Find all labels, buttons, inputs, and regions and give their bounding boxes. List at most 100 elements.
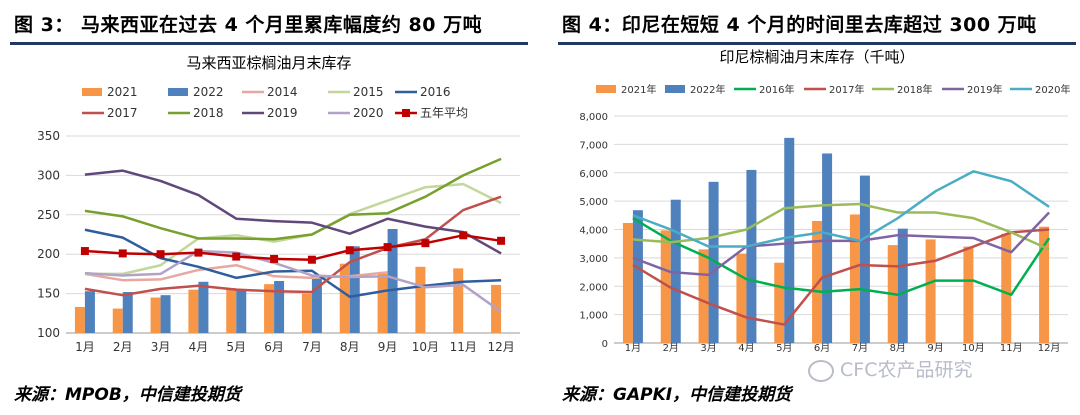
y-tick-label: 350 xyxy=(37,129,60,143)
line-2016年 xyxy=(632,217,1051,297)
legend-swatch-2022年 xyxy=(665,85,685,93)
x-tick-label: 4月 xyxy=(189,340,209,354)
x-tick-label: 9月 xyxy=(927,342,943,354)
x-tick-label: 7月 xyxy=(302,340,322,354)
x-tick-label: 8月 xyxy=(890,342,906,354)
x-tick-label: 10月 xyxy=(962,342,985,354)
left-source: 来源：MPOB，中信建投期货 xyxy=(14,385,241,405)
bar-2022年 xyxy=(859,175,870,343)
bar-2021 xyxy=(150,297,161,333)
line-五年平均 xyxy=(84,234,502,261)
line-2017年 xyxy=(632,228,1050,326)
marker-五年平均 xyxy=(307,255,316,264)
y-tick-label: 7,000 xyxy=(579,140,608,151)
chart-title: 印尼棕榈油月末库存（千吨） xyxy=(719,48,914,66)
bar-2021年 xyxy=(1039,226,1050,343)
y-tick-label: 250 xyxy=(37,208,60,222)
legend-label: 2019年 xyxy=(967,83,1002,96)
legend-swatch-2022 xyxy=(168,88,188,96)
x-tick-label: 7月 xyxy=(852,342,868,354)
bar-2022年 xyxy=(708,181,719,343)
legend-label: 2017 xyxy=(107,106,138,120)
legend-swatch-2021年 xyxy=(596,85,616,93)
bar-2021 xyxy=(112,308,123,333)
y-tick-label: 200 xyxy=(37,247,60,261)
legend-label: 2020 xyxy=(353,106,384,120)
y-tick-label: 2,000 xyxy=(579,282,608,293)
line-2020 xyxy=(84,249,502,313)
bar-2021年 xyxy=(849,214,860,343)
line-2019年 xyxy=(632,211,1050,277)
y-tick-label: 4,000 xyxy=(579,226,608,237)
legend-label: 2016年 xyxy=(759,83,794,96)
y-tick-label: 8,000 xyxy=(579,112,608,123)
bar-2021年 xyxy=(698,249,709,343)
left-figure-title: 图 3： 马来西亚在过去 4 个月里累库幅度约 80 万吨 xyxy=(14,14,483,36)
bar-2021年 xyxy=(736,253,747,343)
line-2019 xyxy=(84,169,502,255)
legend-label: 2016 xyxy=(420,85,451,99)
marker-五年平均 xyxy=(80,247,89,256)
legend-label: 2019 xyxy=(267,106,298,120)
bar-2021年 xyxy=(963,246,974,343)
marker-五年平均 xyxy=(421,239,430,248)
bar-2022年 xyxy=(632,210,643,343)
watermark-text: CFC农产品研究 xyxy=(840,359,973,381)
bar-2021 xyxy=(415,266,426,333)
bar-2022 xyxy=(198,281,209,333)
bar-2022年 xyxy=(746,169,757,343)
x-tick-label: 1月 xyxy=(75,340,95,354)
bar-2021 xyxy=(264,284,275,333)
bar-2021 xyxy=(377,273,388,333)
right-source: 来源：GAPKI，中信建投期货 xyxy=(562,385,792,405)
x-tick-label: 11月 xyxy=(450,340,477,354)
x-tick-label: 1月 xyxy=(625,342,641,354)
y-tick-label: 0 xyxy=(602,339,608,350)
bar-2021年 xyxy=(925,239,936,343)
bar-2022 xyxy=(387,228,398,333)
line-2018年 xyxy=(632,202,1050,251)
bar-2021 xyxy=(339,263,350,333)
bar-2022年 xyxy=(822,153,833,343)
left-panel: 图 3： 马来西亚在过去 4 个月里累库幅度约 80 万吨 马来西亚棕榈油月末库… xyxy=(0,0,532,415)
bar-2021年 xyxy=(1001,233,1012,343)
bar-2021 xyxy=(453,268,464,333)
bar-2022 xyxy=(311,275,322,333)
legend-label: 五年平均 xyxy=(420,106,468,120)
marker-五年平均 xyxy=(383,243,392,252)
bar-2021年 xyxy=(622,222,633,343)
x-tick-label: 4月 xyxy=(738,342,754,354)
legend-swatch-2021 xyxy=(82,88,102,96)
bar-2022 xyxy=(274,280,285,333)
marker-五年平均 xyxy=(459,231,468,240)
watermark: CFC农产品研究 xyxy=(808,355,972,382)
bar-2022年 xyxy=(784,137,795,343)
y-tick-label: 1,000 xyxy=(579,311,608,322)
bar-2022 xyxy=(160,295,171,333)
bar-2022 xyxy=(349,246,360,333)
bar-2021 xyxy=(188,289,199,333)
bar-2022 xyxy=(84,291,95,333)
x-tick-label: 2月 xyxy=(113,340,133,354)
x-tick-label: 5月 xyxy=(776,342,792,354)
legend-label: 2021 xyxy=(107,85,138,99)
wechat-icon xyxy=(808,359,834,382)
x-tick-label: 12月 xyxy=(487,340,514,354)
marker-五年平均 xyxy=(118,249,127,258)
x-tick-label: 3月 xyxy=(151,340,171,354)
legend-label: 2014 xyxy=(267,85,298,99)
y-tick-label: 6,000 xyxy=(579,169,608,180)
legend-label: 2022 xyxy=(193,85,224,99)
x-tick-label: 3月 xyxy=(700,342,716,354)
left-chart-container: 马来西亚棕榈油月末库存 100 150 200 250 300 350 1月 2月 3月 4月 5月 6… xyxy=(10,46,528,370)
bar-2021 xyxy=(226,288,237,333)
y-tick-label: 100 xyxy=(37,326,60,340)
x-tick-label: 12月 xyxy=(1038,342,1061,354)
bar-2021年 xyxy=(774,262,785,343)
x-tick-label: 6月 xyxy=(264,340,284,354)
legend-label: 2018年 xyxy=(897,83,932,96)
y-tick-label: 5,000 xyxy=(579,197,608,208)
legend-marker-五年平均 xyxy=(402,109,410,117)
line-2018 xyxy=(84,157,502,241)
marker-五年平均 xyxy=(194,248,203,257)
